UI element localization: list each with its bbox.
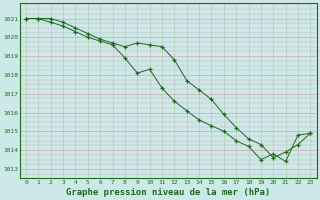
X-axis label: Graphe pression niveau de la mer (hPa): Graphe pression niveau de la mer (hPa) — [66, 188, 270, 197]
